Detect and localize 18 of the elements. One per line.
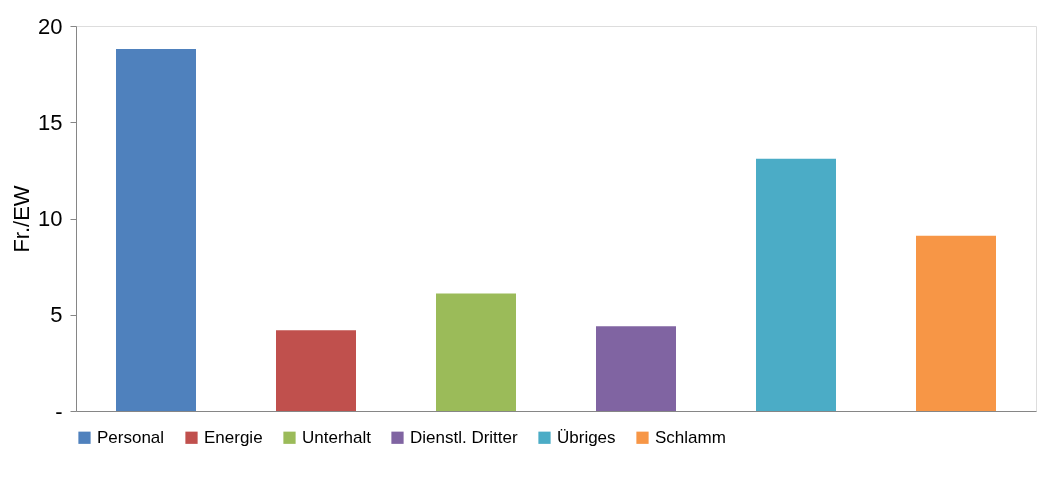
y-tick-label: 10 xyxy=(38,206,63,231)
legend-label: Unterhalt xyxy=(302,427,372,447)
bar xyxy=(916,235,996,411)
legend-label: Schlamm xyxy=(655,427,726,447)
y-tick-label: 5 xyxy=(50,302,63,328)
legend-label: Dienstl. Dritter xyxy=(410,427,519,447)
bar xyxy=(276,330,356,411)
bar xyxy=(596,326,676,411)
y-tick-label: 15 xyxy=(38,109,63,135)
bar xyxy=(436,293,516,411)
bar xyxy=(756,158,836,411)
y-tick-label: - xyxy=(55,398,63,424)
bar xyxy=(116,49,196,411)
y-tick-label: 20 xyxy=(38,13,63,39)
legend-label: Personal xyxy=(97,427,165,447)
legend-label: Übriges xyxy=(557,427,616,447)
legend-label: Energie xyxy=(204,427,263,447)
y-axis-title: Fr./EW xyxy=(9,185,35,253)
